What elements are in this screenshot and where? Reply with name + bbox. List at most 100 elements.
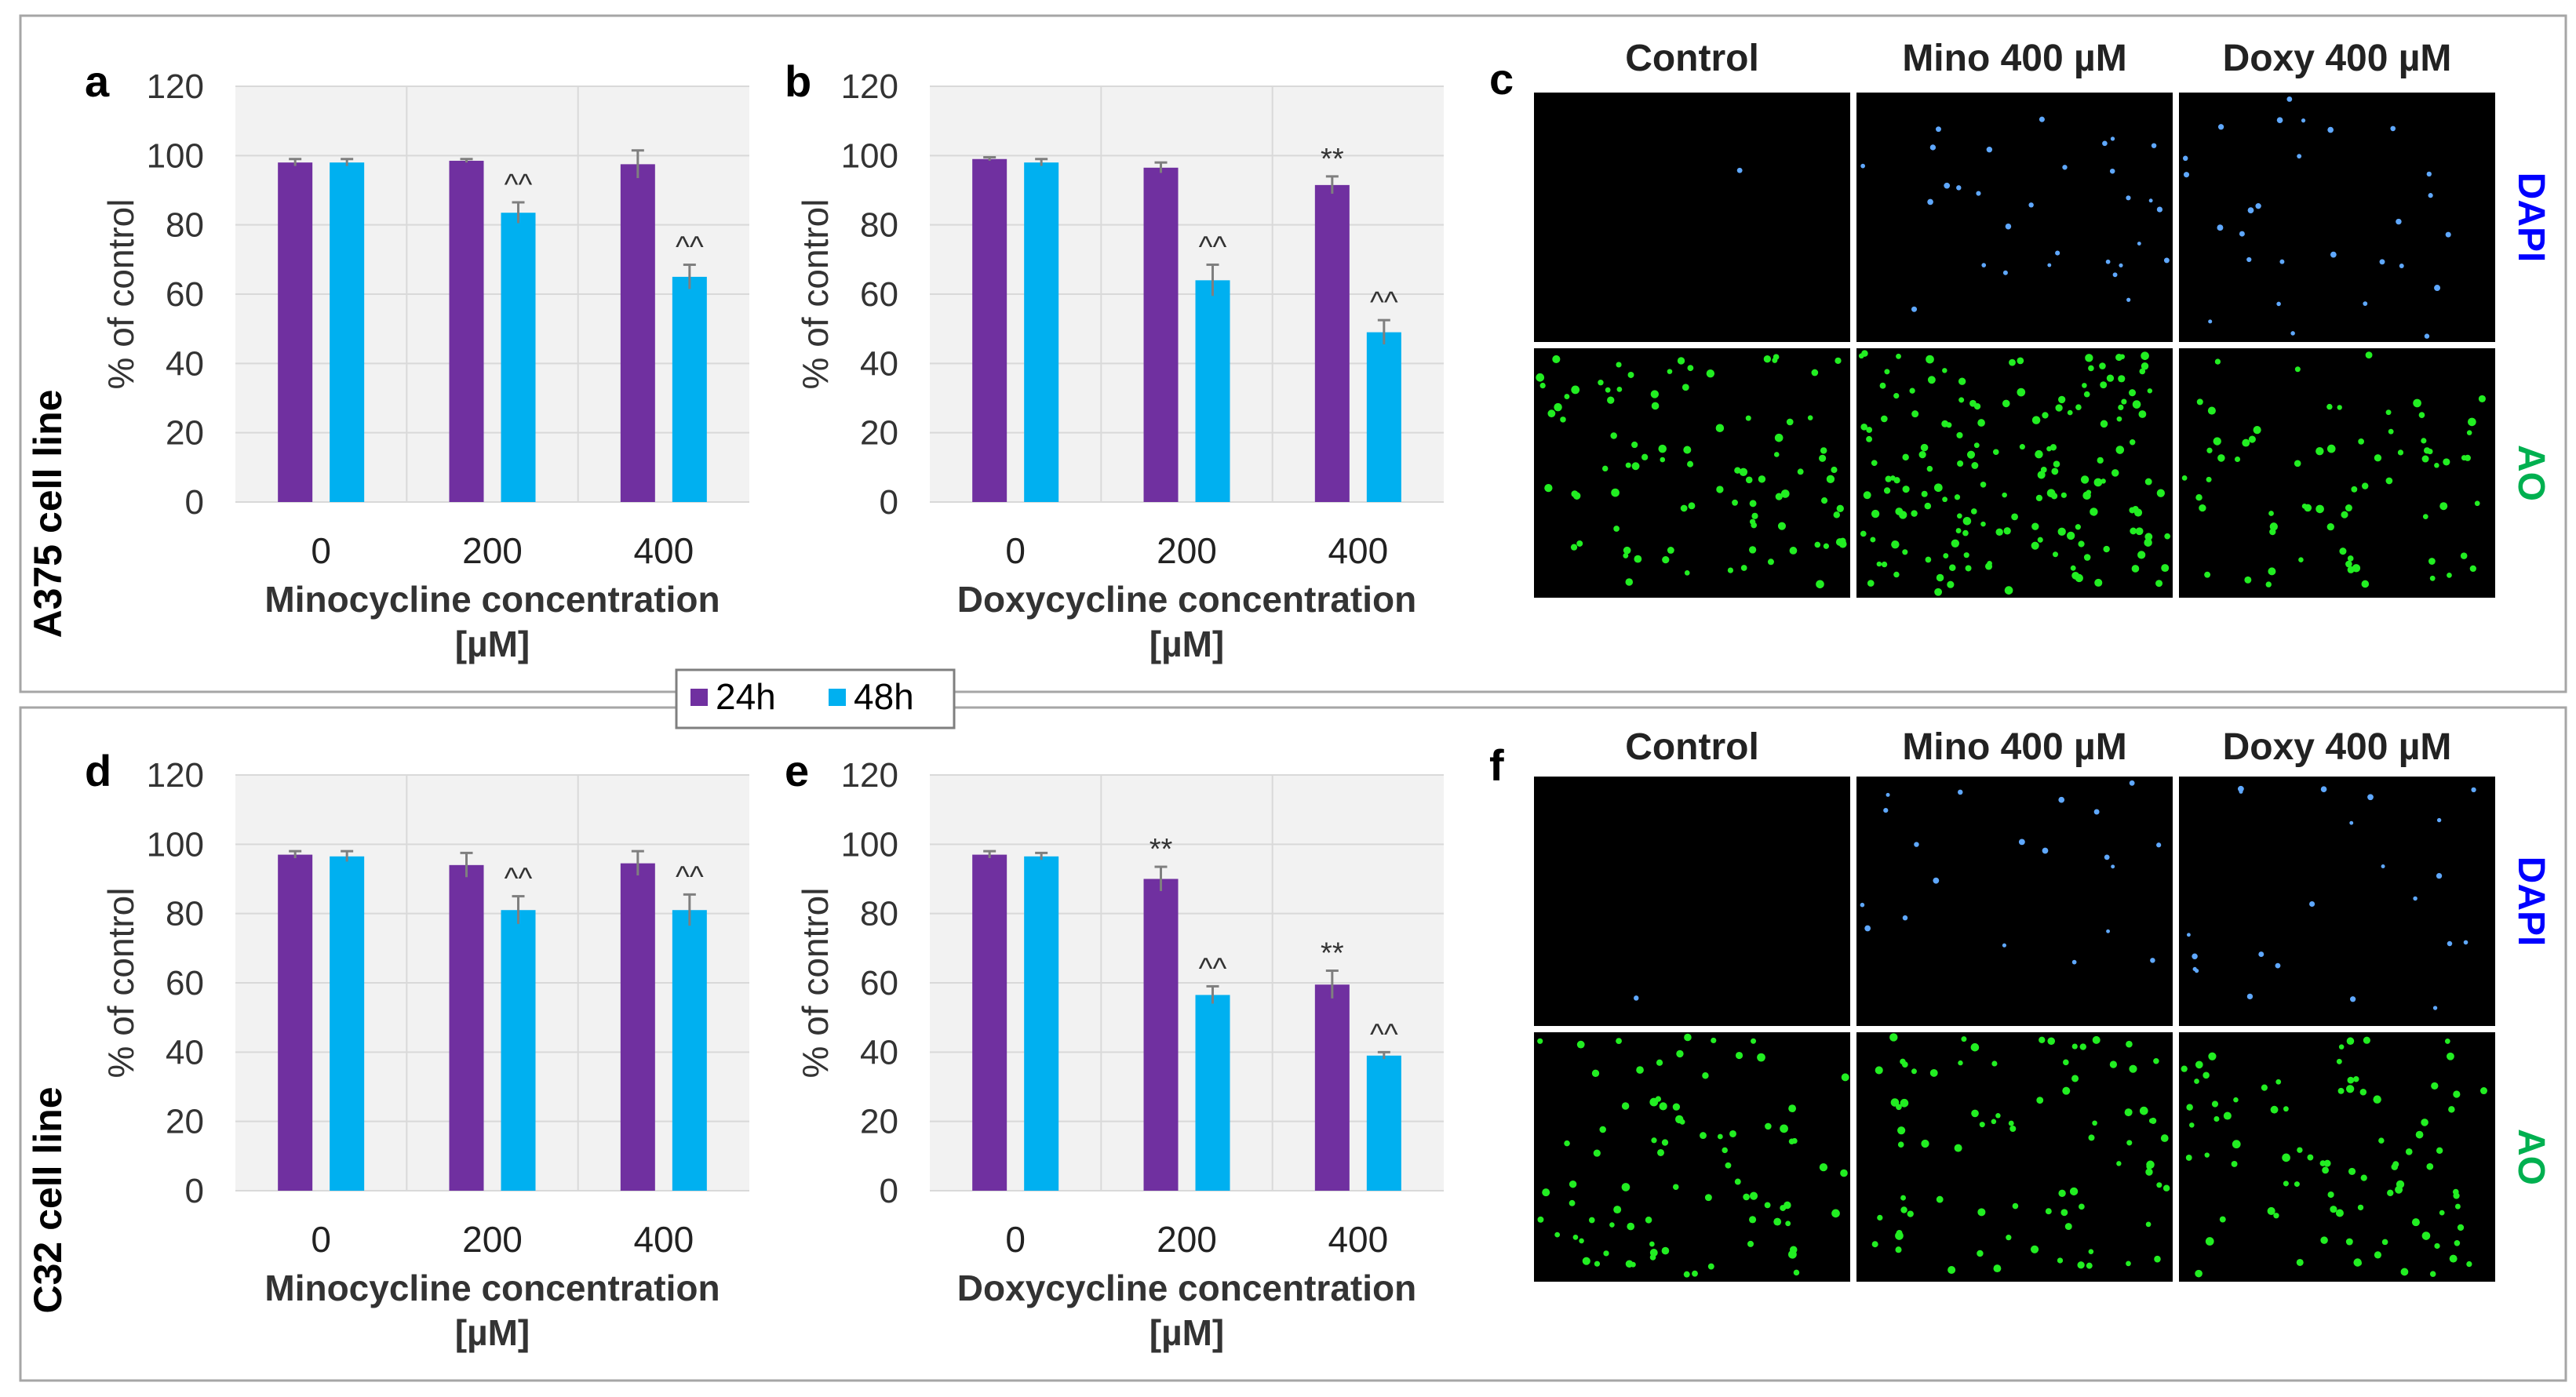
cell-dot [2351,486,2358,493]
cell-dot [1683,1271,1690,1278]
cell-dot [2217,124,2224,130]
cell-dot [2047,1037,2056,1046]
y-tick-label: 120 [841,67,898,106]
cell-dot [2037,471,2046,479]
cell-dot [2162,1184,2170,1191]
cell-dot [2017,357,2024,365]
cell-dot [1785,1221,1791,1227]
cell-dot [1962,516,1972,526]
cell-dot [2100,381,2108,389]
cell-dot [2039,1036,2046,1044]
cell-dot [1745,476,1753,484]
bar-48h-200 [1195,280,1230,502]
cell-dot [1877,1214,1883,1221]
y-tick-label: 0 [185,1172,204,1210]
cell-dot [1623,546,1631,555]
cell-dot [1835,538,1844,546]
micrograph-image [2179,1032,2495,1282]
cell-dot [2265,581,2272,588]
cell-dot [2195,1060,2203,1069]
y-tick-label: 80 [166,895,204,933]
cell-dot [1835,357,1842,364]
cell-dot [1977,419,1985,427]
cell-dot [2326,522,2334,531]
cell-dot [2155,580,2163,588]
cell-dot [2418,412,2425,418]
cell-dot [1826,475,1835,483]
cell-dot [1936,1195,1944,1203]
cell-dot [1788,1104,1797,1113]
panel-letter-b: b [785,56,811,106]
cell-dot [2088,1249,2094,1254]
cell-dot [1921,1139,1929,1148]
cell-dot [2003,527,2011,535]
cell-dot [2139,368,2146,375]
bar-48h-400 [1366,332,1401,502]
cell-dot [2282,1153,2290,1162]
cell-dot [1605,387,1611,393]
y-tick-label: 20 [860,1103,898,1141]
cell-dot [1687,365,1694,372]
cell-dot [1860,902,1865,908]
cell-dot [2454,1240,2461,1246]
cell-dot [2443,458,2450,466]
cell-dot [1947,580,1955,588]
cell-dot [1866,435,1873,442]
x-tick-label: 200 [1157,530,1217,571]
cell-dot [2055,250,2060,256]
cell-dot [1588,1217,1595,1224]
micrograph-image [1534,93,1850,342]
cell-dot [2008,1120,2014,1126]
cell-dot [1636,1066,1644,1074]
cell-dot [1942,368,1947,373]
cell-dot [2189,1122,2195,1128]
cell-dot [2138,410,2147,418]
significance-mark: ^^ [1199,231,1227,264]
cell-dot [1841,1073,1849,1082]
cell-dot [1603,1250,1609,1257]
cell-dot [1749,500,1757,508]
x-tick-label: 400 [1328,1219,1388,1260]
cell-dot [2463,940,2469,945]
cell-dot [1717,1133,1723,1140]
cell-dot [1911,410,1919,418]
cell-dot [1677,357,1685,365]
cell-dot [1788,1138,1795,1144]
x-tick-label: 200 [462,1219,523,1260]
cell-dot [2219,1216,2226,1223]
cell-dot [1554,402,1562,412]
cell-dot [2246,993,2254,1000]
cell-dot [2276,301,2281,307]
cell-dot [2338,1044,2345,1050]
x-tick-label: 0 [1005,530,1026,571]
y-tick-label: 20 [166,414,204,453]
cell-dot [2415,1130,2424,1139]
cell-dot [2346,1037,2355,1045]
cell-dot [1793,1269,1800,1276]
cell-dot [2381,864,2385,868]
y-tick-label: 60 [166,275,204,314]
cell-dot [2388,428,2394,435]
cell-dot [1748,546,1757,554]
cell-dot [2301,118,2306,123]
cell-dot [2275,1079,2282,1085]
cell-dot [2361,580,2370,588]
cell-dot [2206,447,2213,453]
significance-mark: ^^ [676,231,704,264]
micrograph-image [2179,348,2495,598]
cell-dot [2474,500,2480,507]
cell-dot [2119,263,2123,267]
cell-dot [2233,1097,2239,1103]
cell-dot [2160,1134,2169,1142]
cell-dot [2207,406,2216,415]
cell-dot [1650,390,1660,398]
cell-dot [1902,486,1910,493]
cell-dot [1909,387,1915,394]
cell-dot [2464,454,2471,461]
cell-dot [2137,242,2141,246]
cell-dot [2347,1076,2355,1084]
cell-dot [2131,565,2140,573]
bar-48h-0 [1024,162,1059,502]
cell-dot [2116,416,2122,422]
cell-dot [1767,558,1774,566]
